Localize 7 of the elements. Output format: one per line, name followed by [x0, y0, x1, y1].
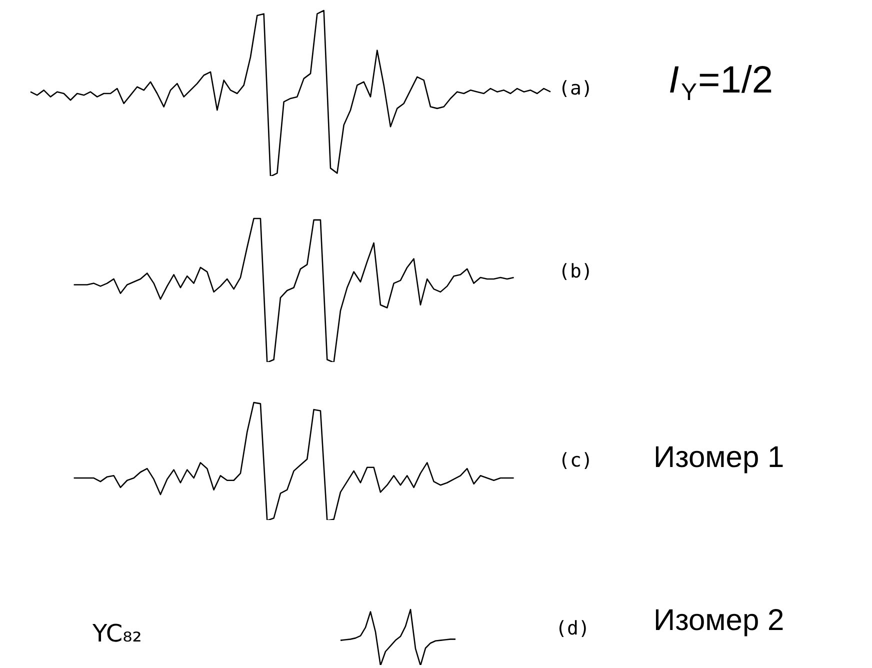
text: Изомер 2	[654, 604, 784, 637]
text: (b)	[558, 260, 593, 282]
text: (c)	[558, 450, 593, 472]
text: YC₈₂	[92, 620, 142, 648]
text: (a)	[558, 78, 593, 100]
text: Изомер 1	[654, 441, 784, 474]
text: (d)	[556, 618, 590, 640]
